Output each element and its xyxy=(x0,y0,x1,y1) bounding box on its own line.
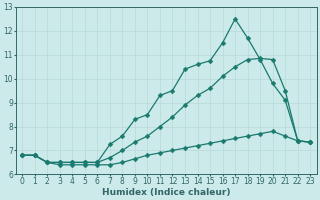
X-axis label: Humidex (Indice chaleur): Humidex (Indice chaleur) xyxy=(102,188,230,197)
